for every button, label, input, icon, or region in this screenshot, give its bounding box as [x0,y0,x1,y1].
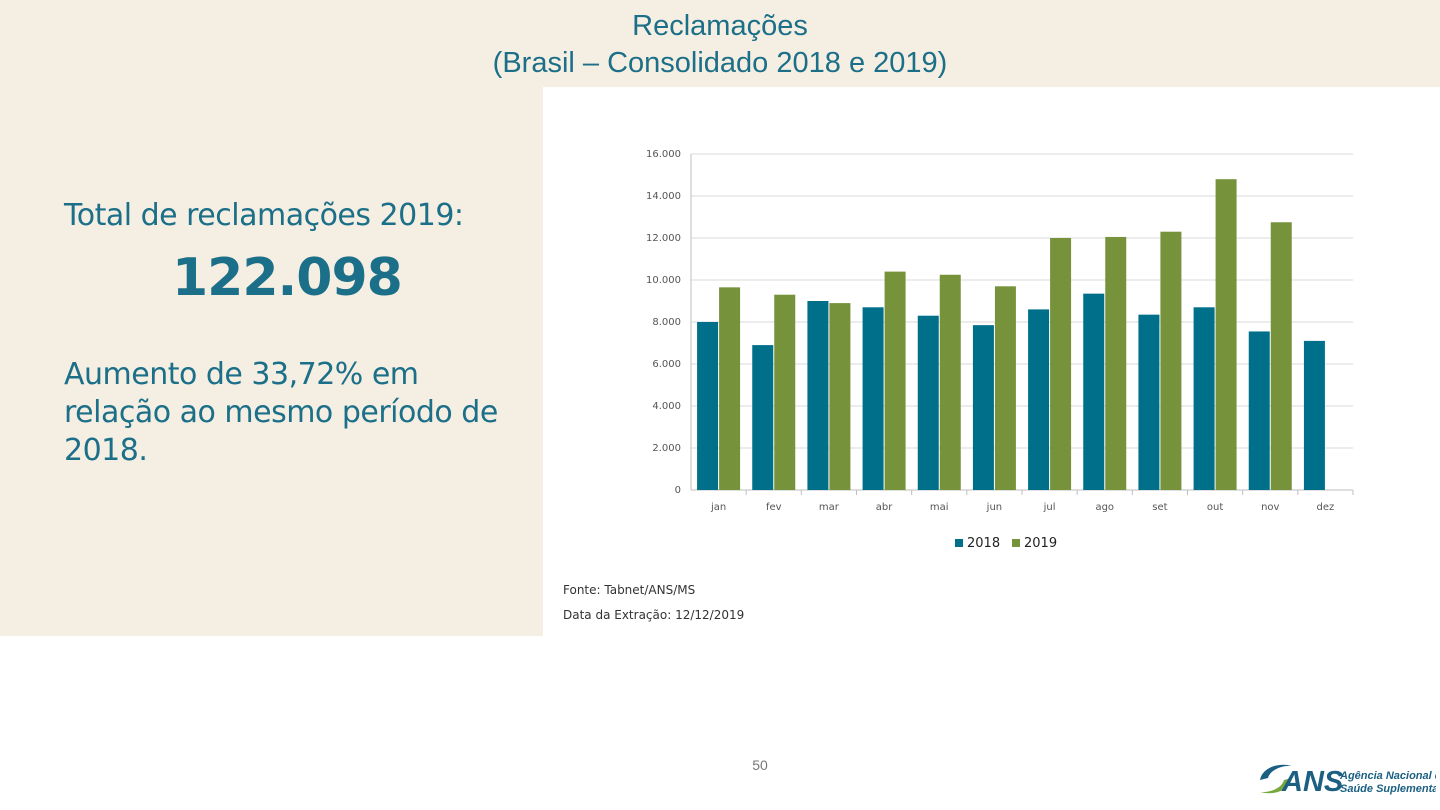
bar-2019-nov [1270,222,1292,490]
y-tick-label: 2.000 [652,443,681,454]
x-tick-label: mai [930,502,949,513]
x-tick-label: jul [1043,502,1056,513]
bar-2019-ago [1105,236,1127,490]
y-tick-label: 10.000 [646,275,681,286]
bar-2019-out [1215,179,1237,490]
bar-2019-jun [994,286,1016,490]
increase-note: Aumento de 33,72% em relação ao mesmo pe… [64,357,498,468]
x-tick-label: ago [1095,502,1114,513]
bar-2018-fev [752,345,774,490]
x-tick-label: out [1207,502,1223,513]
extraction-date: Data da Extração: 12/12/2019 [563,608,745,622]
x-tick-label: abr [876,502,893,513]
bar-2019-mar [829,303,851,490]
bar-2018-dez [1303,340,1325,490]
bar-2018-abr [862,307,884,490]
bar-2018-ago [1083,293,1105,490]
y-tick-label: 14.000 [646,191,681,202]
page-title-line1: Reclamações [632,10,808,42]
bar-2018-nov [1248,331,1270,490]
x-tick-label: mar [819,502,840,513]
ans-logo-icon [1260,764,1292,794]
bar-2019-fev [774,294,796,490]
y-tick-label: 0 [675,485,681,496]
bar-2018-jan [697,322,719,490]
complaints-bar-chart: 0 2.000 4.000 6.000 8.000 10.000 12.000 14.000 1… [646,149,1354,551]
y-tick-label: 16.000 [646,149,681,160]
title-band [0,0,1440,87]
x-tick-label: nov [1261,502,1279,513]
bar-2019-jul [1050,238,1072,490]
y-tick-label: 8.000 [652,317,681,328]
bar-2018-mar [807,301,829,490]
x-tick-label: jan [710,502,726,513]
y-tick-label: 4.000 [652,401,681,412]
bar-2018-out [1193,307,1215,490]
bar-2019-set [1160,231,1182,490]
x-tick-label: fev [766,502,782,513]
x-tick-label: dez [1317,502,1335,513]
bar-2018-set [1138,314,1160,490]
bar-2018-mai [917,315,939,490]
legend-label-2019: 2019 [1024,536,1057,551]
x-tick-label: jun [986,502,1002,513]
logo-abbr: ANS [1281,766,1344,798]
legend-swatch-2018 [955,539,963,547]
bar-2018-jun [972,325,994,490]
logo-line2: Saúde Suplementar [1340,783,1436,795]
summary-panel [0,87,543,636]
bar-2019-abr [884,271,906,490]
total-complaints-value: 122.098 [172,248,403,308]
page-title-line2: (Brasil – Consolidado 2018 e 2019) [492,47,948,79]
x-tick-label: set [1152,502,1167,513]
page-title: Reclamações (Brasil – Consolidado 2018 e… [0,8,1440,82]
bar-2019-mai [939,274,961,490]
y-tick-label: 6.000 [652,359,681,370]
page-number: 50 [752,757,768,773]
legend-label-2018: 2018 [967,536,1000,551]
total-complaints-label: Total de reclamações 2019: [64,198,464,233]
bar-2018-jul [1028,309,1050,490]
bar-2019-jan [719,287,741,490]
ans-logo: ANS Agência Nacional de Saúde Suplementa… [1260,764,1436,798]
logo-line1: Agência Nacional de [1339,770,1436,782]
source-note: Fonte: Tabnet/ANS/MS [563,583,696,597]
legend-swatch-2019 [1012,539,1020,547]
y-tick-label: 12.000 [646,233,681,244]
